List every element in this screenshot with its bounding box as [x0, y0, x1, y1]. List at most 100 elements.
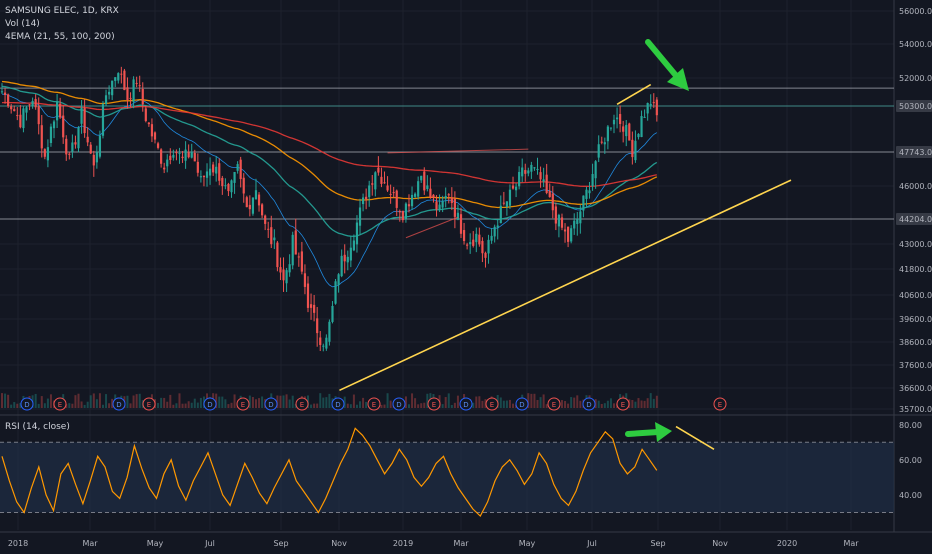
candle-body — [447, 194, 450, 196]
candle-body — [3, 92, 7, 95]
earnings-marker — [616, 397, 630, 411]
candle-body — [490, 235, 493, 241]
candle-body — [190, 151, 193, 158]
candle-body — [340, 255, 343, 277]
candle-body — [62, 115, 65, 138]
volume-bar — [603, 403, 606, 408]
candle-body — [355, 222, 359, 245]
volume-bar — [606, 400, 609, 408]
candle-body — [74, 142, 77, 145]
candle-body — [319, 337, 322, 345]
x-tick-label: May — [147, 539, 164, 548]
candle-body — [129, 97, 132, 99]
volume-bar — [261, 396, 264, 408]
marker-label: E — [300, 401, 304, 409]
candle-body — [554, 206, 557, 224]
volume-bar — [166, 401, 169, 408]
marker-label: D — [586, 401, 591, 409]
volume-bar — [600, 403, 603, 408]
candle-body — [466, 244, 469, 246]
candle-body — [600, 141, 603, 143]
candle-body — [622, 126, 625, 132]
candle-body — [487, 239, 490, 254]
candle-body — [123, 70, 126, 91]
candle-body — [254, 190, 258, 200]
candle-body — [166, 159, 169, 167]
volume-bar — [175, 403, 178, 408]
candle-body — [153, 132, 157, 140]
volume-bar — [484, 399, 487, 408]
volume-bar — [172, 404, 175, 408]
candle-body — [251, 197, 255, 214]
candle-body — [233, 172, 236, 183]
candle-body — [591, 173, 594, 187]
candle-body — [352, 240, 355, 251]
candle-body — [43, 149, 46, 157]
volume-bar — [414, 398, 417, 408]
candle-body — [270, 227, 273, 245]
candle-body — [441, 201, 444, 208]
candle-body — [313, 304, 316, 313]
candle-body — [193, 152, 196, 162]
candle-body — [450, 197, 453, 204]
candle-body — [202, 175, 206, 178]
candle-body — [46, 147, 49, 161]
candle-body — [456, 212, 460, 220]
volume-bar — [316, 403, 319, 408]
candle-body — [536, 168, 539, 170]
volume-bar — [37, 403, 40, 408]
candle-body — [215, 166, 218, 174]
candle-body — [615, 117, 619, 120]
price-divergence-line — [616, 83, 652, 106]
candle-body — [264, 215, 267, 224]
volume-bar — [450, 404, 453, 408]
candle-body — [147, 122, 150, 125]
marker-label: E — [372, 401, 376, 409]
volume-bar — [545, 404, 548, 408]
volume-bar — [349, 404, 352, 408]
candle-body — [227, 183, 230, 192]
volume-bar — [441, 404, 444, 408]
volume-bar — [649, 393, 652, 408]
breakout-resistance-line — [387, 148, 529, 154]
marker-label: D — [463, 401, 468, 409]
candle-body — [22, 108, 25, 129]
volume-bar — [108, 403, 111, 408]
candle-body — [25, 107, 28, 113]
volume-bar — [426, 393, 429, 408]
candle-body — [267, 228, 270, 230]
volume-bar — [505, 400, 508, 408]
marker-label: D — [207, 401, 212, 409]
marker-label: E — [490, 401, 494, 409]
candle-body — [257, 194, 261, 206]
volume-bar — [101, 404, 104, 408]
candle-body — [288, 264, 291, 273]
candle-body — [322, 345, 325, 347]
candle-body — [28, 104, 31, 106]
candle-body — [114, 77, 117, 81]
candles-group — [0, 66, 658, 352]
volume-bar — [86, 401, 89, 408]
volume-bar — [643, 400, 646, 408]
arrow-shaft — [625, 429, 661, 437]
candle-body — [619, 114, 622, 124]
candle-body — [83, 108, 86, 134]
candle-body — [0, 91, 4, 93]
rsi-band-fill — [0, 442, 894, 513]
price-tick-label: 43000.0 — [899, 240, 932, 249]
volume-bar — [328, 393, 331, 408]
candle-body — [86, 136, 89, 143]
price-tick-label: 37600.0 — [899, 361, 932, 370]
candle-body — [300, 251, 303, 272]
candle-body — [89, 144, 92, 154]
candle-body — [80, 107, 83, 124]
dividend-marker — [459, 397, 473, 411]
volume-bar — [472, 402, 475, 408]
x-tick-label: Nov — [712, 539, 728, 548]
marker-label: D — [519, 401, 524, 409]
volume-bar — [138, 393, 141, 408]
candle-body — [524, 170, 527, 174]
candle-body — [199, 176, 202, 178]
